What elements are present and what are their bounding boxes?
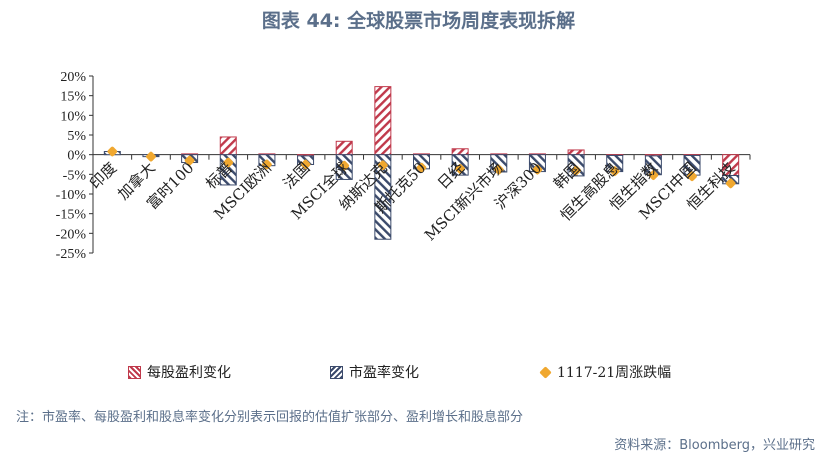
marker-return xyxy=(378,160,388,171)
marker-return xyxy=(184,155,195,166)
legend-pe: 市盈率变化 xyxy=(330,362,419,382)
bar-eps xyxy=(374,86,392,156)
legend-label-return: 1117-21周涨跌幅 xyxy=(557,365,672,381)
legend-swatch-eps xyxy=(128,365,141,379)
x-tick-label: 印度 xyxy=(86,159,120,193)
chart-title: 图表 44: 全球股票市场周度表现拆解 xyxy=(261,10,576,32)
marker-return xyxy=(146,151,156,162)
bar-eps xyxy=(451,148,469,156)
marker-return xyxy=(687,171,697,182)
marker-return xyxy=(493,164,504,175)
chart: 20%15%10%5%0%-5%-10%-15%-20%-25%印度加拿大富时1… xyxy=(56,70,751,262)
bar-pe xyxy=(374,154,392,240)
bar-eps xyxy=(335,140,353,156)
marker-return xyxy=(416,162,427,173)
bar-eps xyxy=(567,149,585,156)
marker-return xyxy=(339,160,350,171)
marker-return xyxy=(648,170,659,180)
y-tick-label: -15% xyxy=(56,208,87,223)
y-tick-label: -20% xyxy=(56,227,87,242)
y-tick-label: 10% xyxy=(60,109,86,124)
footnote: 注：市盈率、每股盈利和股息率变化分别表示回报的估值扩张部分、盈利增长和股息部分 xyxy=(16,410,524,425)
y-tick-label: 5% xyxy=(67,129,86,144)
marker-return xyxy=(223,157,234,168)
source: 资料来源：Bloomberg，兴业研究 xyxy=(614,438,815,453)
y-tick-label: 15% xyxy=(60,90,86,105)
legend-return: 1117-21周涨跌幅 xyxy=(539,362,672,382)
marker-return xyxy=(107,146,118,157)
legend-label-pe: 市盈率变化 xyxy=(349,365,419,381)
marker-return xyxy=(455,163,465,174)
marker-return xyxy=(532,164,543,175)
y-tick-label: -10% xyxy=(56,188,87,203)
marker-return xyxy=(571,165,581,176)
marker-return xyxy=(300,159,311,170)
legend-swatch-pe xyxy=(330,365,343,379)
legend-eps: 每股盈利变化 xyxy=(128,362,231,382)
legend-label-eps: 每股盈利变化 xyxy=(147,365,231,381)
marker-return xyxy=(262,159,272,170)
legend-marker-return xyxy=(539,365,552,379)
y-tick-label: -5% xyxy=(63,168,87,183)
y-tick-label: 20% xyxy=(60,70,86,85)
marker-return xyxy=(609,166,620,177)
y-tick-label: -25% xyxy=(56,247,87,262)
marker-return xyxy=(725,178,736,189)
y-tick-label: 0% xyxy=(67,149,86,164)
bar-eps xyxy=(219,136,237,156)
